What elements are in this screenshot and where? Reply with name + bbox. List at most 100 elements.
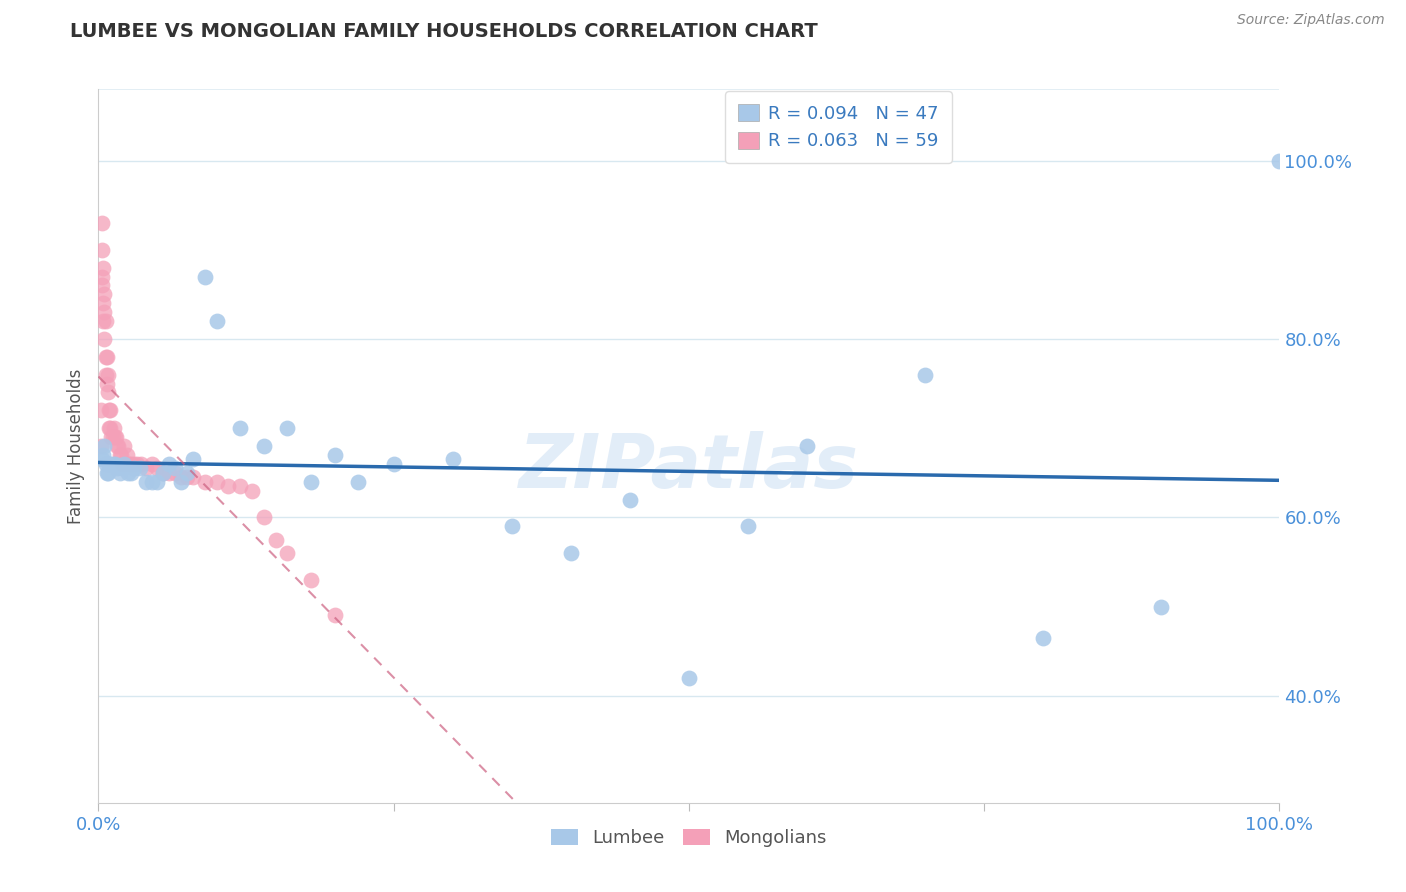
Point [194,269,217,284]
Point [122,457,145,471]
Point [104,430,127,444]
Point [194,475,217,489]
Text: LUMBEE VS MONGOLIAN FAMILY HOUSEHOLDS CORRELATION CHART: LUMBEE VS MONGOLIAN FAMILY HOUSEHOLDS CO… [70,22,818,41]
Point [165,466,187,480]
Point [105,461,128,475]
Point [94,350,117,364]
Point [619,492,641,507]
Point [97,385,120,400]
Point [253,439,276,453]
Point [94,314,117,328]
Point [90,439,112,453]
Point [98,421,121,435]
Point [135,461,157,475]
Point [97,368,120,382]
Point [90,403,112,417]
Text: ZIPatlas: ZIPatlas [519,431,859,504]
Point [299,475,322,489]
Point [121,466,143,480]
Point [146,475,169,489]
Point [91,278,114,293]
Point [93,305,115,319]
Point [264,533,287,547]
Point [240,483,263,498]
Point [91,452,114,467]
Y-axis label: Family Households: Family Households [66,368,84,524]
Point [229,421,252,435]
Point [276,421,298,435]
Point [914,368,936,382]
Point [146,461,169,475]
Point [96,376,118,391]
Point [98,457,121,471]
Point [128,461,150,475]
Point [170,470,193,484]
Point [105,430,128,444]
Point [181,452,204,467]
Point [176,470,198,484]
Point [253,510,276,524]
Point [91,314,114,328]
Point [152,466,174,480]
Point [94,457,117,471]
Point [165,461,187,475]
Point [96,350,118,364]
Point [181,470,204,484]
Point [152,466,174,480]
Point [96,466,118,480]
Point [98,403,121,417]
Point [107,439,129,453]
Point [91,269,114,284]
Point [110,448,132,462]
Point [276,546,298,560]
Point [347,475,370,489]
Point [560,546,582,560]
Point [98,457,121,471]
Point [112,457,135,471]
Point [127,457,149,471]
Point [157,457,180,471]
Point [97,466,120,480]
Point [104,457,127,471]
Point [105,439,128,453]
Point [98,403,121,417]
Point [108,466,131,480]
Point [91,243,114,257]
Point [135,475,157,489]
Point [115,448,138,462]
Point [100,430,122,444]
Point [91,448,114,462]
Point [91,296,114,310]
Point [205,475,228,489]
Point [217,479,239,493]
Point [323,608,346,623]
Point [441,452,464,467]
Point [1268,153,1291,168]
Point [93,287,115,301]
Point [101,430,124,444]
Point [93,439,115,453]
Point [122,461,145,475]
Point [157,466,180,480]
Point [94,368,117,382]
Point [501,519,523,533]
Point [796,439,818,453]
Point [111,461,134,475]
Point [91,260,114,275]
Point [229,479,252,493]
Point [91,216,114,230]
Point [1150,599,1173,614]
Point [98,421,121,435]
Point [111,457,134,471]
Text: Source: ZipAtlas.com: Source: ZipAtlas.com [1237,13,1385,28]
Point [101,457,124,471]
Point [141,475,163,489]
Legend: Lumbee, Mongolians: Lumbee, Mongolians [544,822,834,855]
Point [323,448,346,462]
Point [176,466,198,480]
Point [103,421,125,435]
Point [117,466,139,480]
Point [118,457,141,471]
Point [382,457,405,471]
Point [205,314,228,328]
